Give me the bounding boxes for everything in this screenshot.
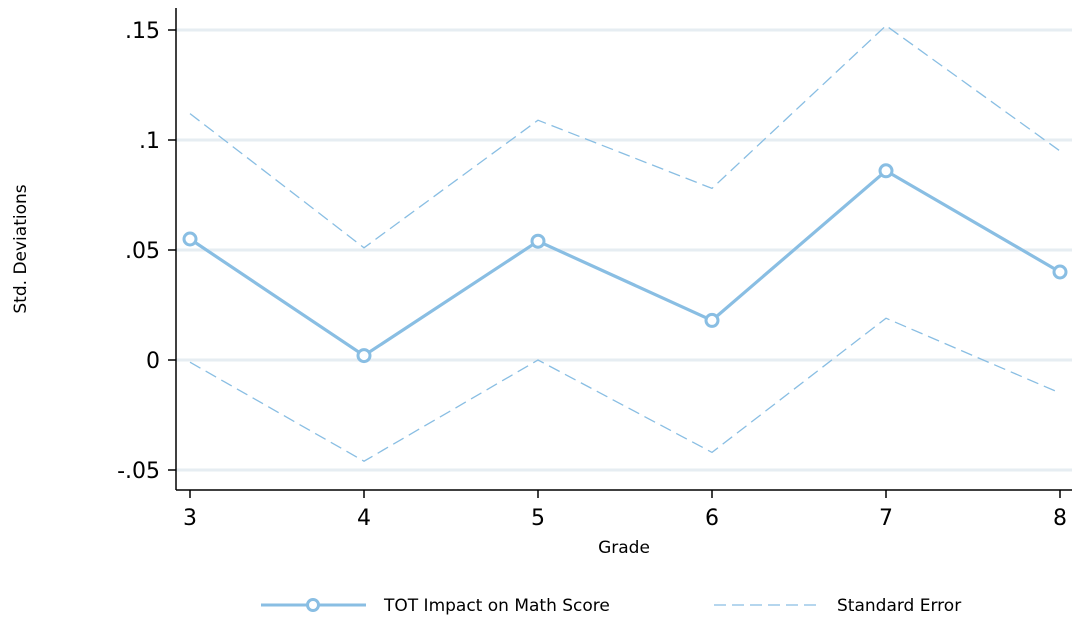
- impact-point: [356, 348, 372, 364]
- x-tick-label: 4: [357, 506, 371, 531]
- legend-se-label: Standard Error: [837, 596, 961, 616]
- legend-impact-marker: [306, 598, 320, 612]
- impact-point: [530, 233, 546, 249]
- y-tick-label: 0: [146, 349, 160, 374]
- x-tick-label: 5: [531, 506, 545, 531]
- impact-line: [189, 169, 1061, 358]
- impact-point: [182, 231, 198, 247]
- axis-labels: -.05 0 .05 .1 .15 3 4 5 6 7 8: [117, 19, 1067, 531]
- legend: TOT Impact on Math Score Standard Error: [261, 596, 961, 616]
- y-tick-label: -.05: [117, 459, 160, 484]
- grid-lines: [176, 28, 1072, 472]
- y-axis-title: Std. Deviations: [11, 184, 31, 313]
- standard-error-lines: [189, 24, 1061, 462]
- impact-point: [1052, 264, 1068, 280]
- y-tick-label: .15: [125, 19, 160, 44]
- axes: [168, 8, 1072, 498]
- y-tick-label: .1: [139, 129, 160, 154]
- se-lower-line: [189, 317, 1061, 462]
- x-tick-label: 8: [1053, 506, 1067, 531]
- x-tick-label: 7: [879, 506, 893, 531]
- x-tick-label: 3: [183, 506, 197, 531]
- legend-impact-label: TOT Impact on Math Score: [383, 596, 610, 616]
- y-tick-label: .05: [125, 239, 160, 264]
- x-tick-label: 6: [705, 506, 719, 531]
- impact-point: [704, 312, 720, 328]
- impact-point: [878, 163, 894, 179]
- impact-series: [182, 163, 1068, 364]
- se-upper-line: [189, 24, 1061, 249]
- x-axis-title: Grade: [598, 538, 650, 558]
